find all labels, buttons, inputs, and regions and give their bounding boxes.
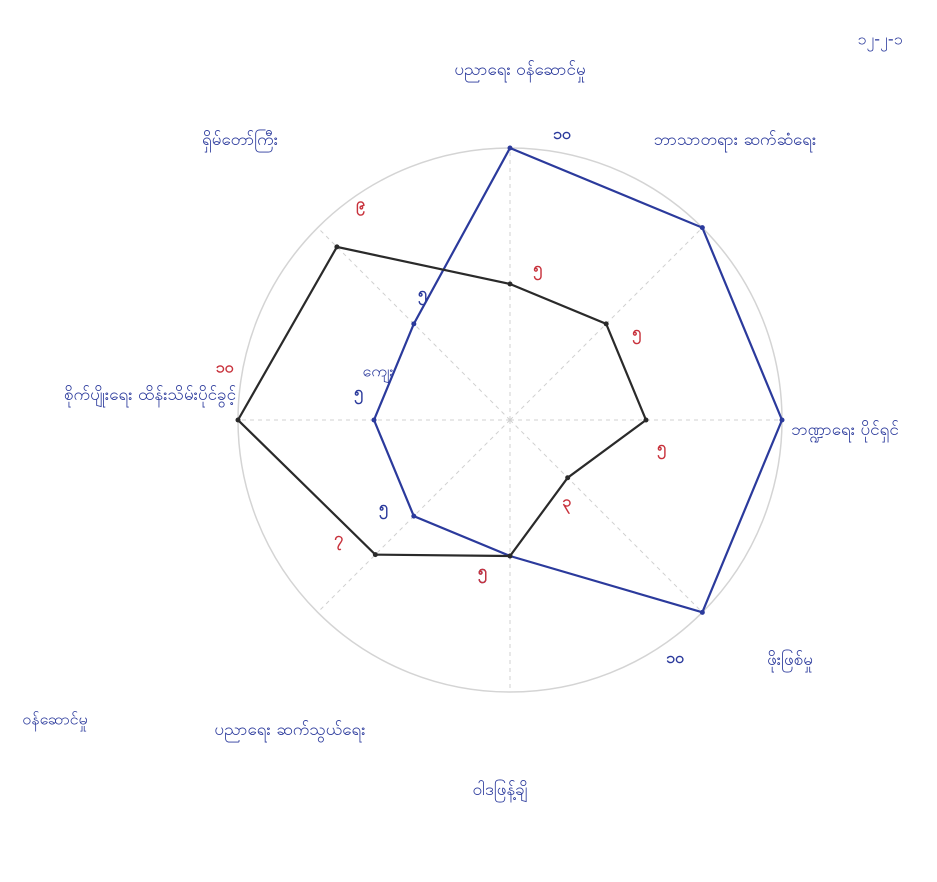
value-label: ၁၀ (553, 124, 571, 143)
vertex (235, 417, 241, 423)
vertex (779, 417, 785, 423)
vertex (603, 321, 609, 327)
vertex (411, 513, 417, 519)
axis-label: ဝါဒဖြန့်ချိ (473, 778, 528, 803)
vertex (334, 244, 340, 250)
vertex (372, 552, 378, 558)
axis-label: ဘာသာတရား ဆက်ဆံရေး (654, 130, 817, 153)
value-label: ၉ (356, 193, 365, 216)
vertex (371, 417, 377, 423)
value-label: ၅ (478, 561, 487, 584)
axis-label: ပညာရေး ဝန်ဆောင်မှု (454, 60, 585, 83)
value-label: ၅ (632, 322, 641, 345)
value-label: ၅ (478, 561, 487, 584)
value-label: ၁၀ (666, 648, 684, 667)
axis-label: စိုက်ပျိုးရေး ထိန်းသိမ်းပိုင်ခွင့် (64, 385, 236, 408)
vertex (643, 417, 649, 423)
axis-label: ပညာရေး ဆက်သွယ်ရေး (214, 720, 365, 743)
vertex (507, 553, 513, 559)
axis-label: ဖိုးဖြစ်မှု (767, 648, 813, 673)
axis-label: ဘဏ္ဍာရေး ပိုင်ရှင် (791, 420, 899, 443)
value-label: ၅ (354, 382, 363, 405)
vertex (507, 281, 513, 287)
axis-label: ရှိမ်တော်ကြီး (202, 128, 278, 153)
vertex (411, 321, 417, 327)
vertex (699, 225, 705, 231)
value-label: ၇ (334, 528, 343, 551)
vertex (699, 609, 705, 615)
spoke (509, 419, 703, 613)
annotation: ၁၂-၂-၁ (857, 30, 902, 52)
value-label: ၅ (379, 497, 388, 520)
value-label: ၃ (562, 491, 571, 514)
annotation: ဝန်ဆောင်မှု (22, 710, 87, 732)
vertex (565, 475, 571, 481)
value-label: ၁၀ (216, 358, 234, 377)
value-label: ၅ (533, 258, 542, 281)
value-label: ၅ (418, 283, 427, 306)
vertex (507, 145, 513, 151)
annotation: ကျေး (363, 362, 394, 384)
value-label: ၅ (657, 437, 666, 460)
